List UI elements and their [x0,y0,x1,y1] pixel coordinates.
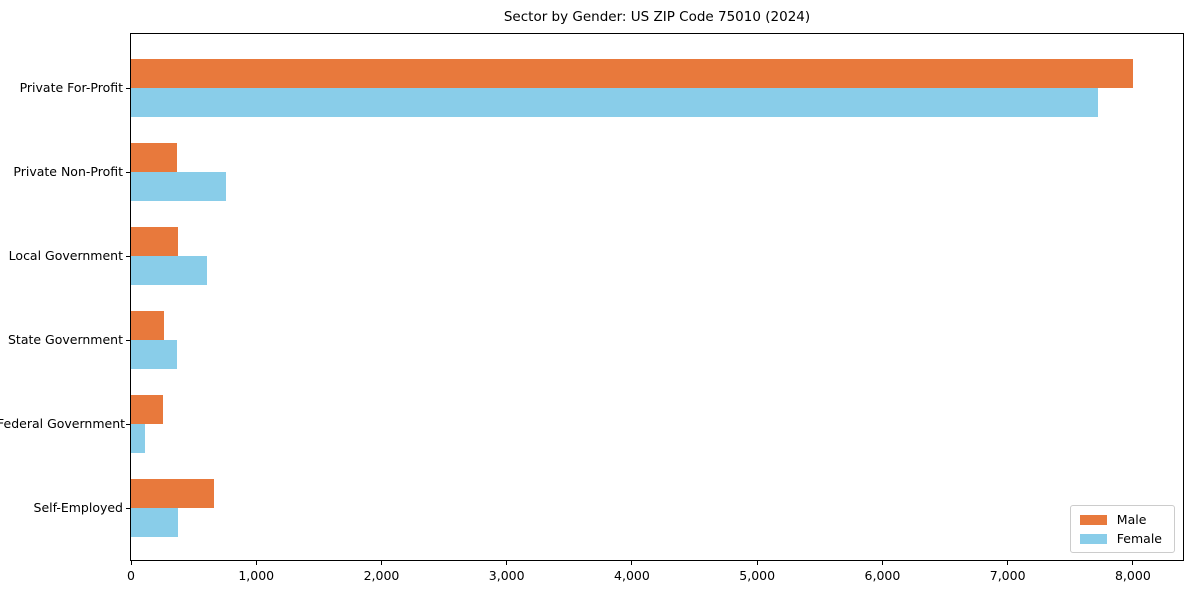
bar-female [131,172,226,201]
chart-title: Sector by Gender: US ZIP Code 75010 (202… [503,9,811,25]
x-tick-label: 3,000 [488,568,525,583]
x-axis-tick [130,561,132,565]
x-axis-tick [506,561,508,565]
y-axis-label: Local Government [8,248,123,263]
y-axis-tick [126,423,130,425]
legend: Male Female [1069,505,1175,553]
bar-male [131,395,163,424]
x-tick-label: 1,000 [238,568,275,583]
x-axis-tick [881,561,883,565]
legend-entry-female: Female [1079,531,1162,546]
x-tick-label: 7,000 [989,568,1026,583]
x-axis-tick [255,561,257,565]
bar-female [131,340,177,369]
y-axis-tick [126,339,130,341]
y-axis-label: Private For-Profit [19,80,123,95]
x-axis-tick [756,561,758,565]
y-axis-tick [126,507,130,509]
bar-male [131,59,1133,88]
y-axis-label: Private Non-Profit [13,164,123,179]
legend-label-female: Female [1116,531,1162,546]
bar-male [131,227,178,256]
y-axis-label: Federal Government [0,416,126,431]
y-axis-tick [126,255,130,257]
bar-female [131,508,178,537]
legend-label-male: Male [1116,512,1147,527]
x-tick-label: 4,000 [614,568,650,583]
plot-area: Male Female Private For-Profit Private No… [0,33,1184,583]
x-axis-tick [1132,561,1134,565]
bar-female [131,88,1098,117]
x-tick-label: 6,000 [864,568,901,583]
bar-male [131,143,178,172]
bar-female [131,424,145,453]
y-axis-label: State Government [7,332,123,347]
y-axis-tick [126,87,130,89]
x-tick-label: 5,000 [739,568,776,583]
bar-male [131,479,214,508]
y-axis-tick [126,171,130,173]
x-axis-tick [1007,561,1009,565]
x-tick-label: 8,000 [1114,568,1151,583]
bar-male [131,311,165,340]
bar-female [131,256,207,285]
legend-swatch-female-icon [1079,533,1107,544]
legend-swatch-male-icon [1079,514,1107,525]
x-tick-label: 0 [127,568,135,583]
x-axis-tick [380,561,382,565]
legend-entry-male: Male [1079,512,1162,527]
x-axis-tick [631,561,633,565]
x-tick-label: 2,000 [363,568,400,583]
y-axis-label: Self-Employed [33,500,123,515]
